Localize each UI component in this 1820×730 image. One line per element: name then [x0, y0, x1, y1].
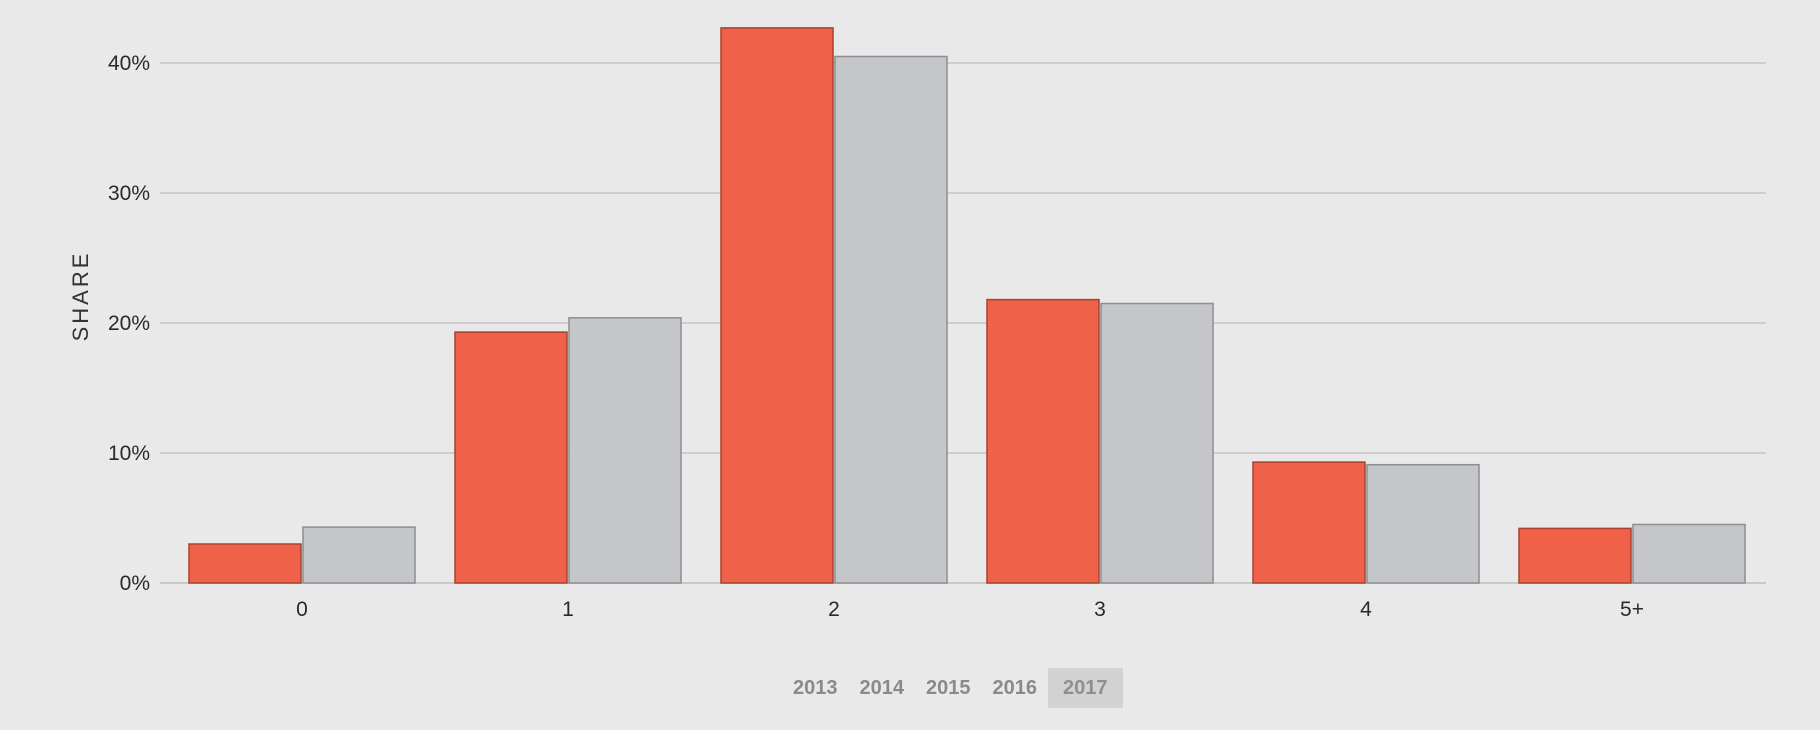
- y-axis-ticks: 0% 10% 20% 30% 40%: [108, 52, 150, 595]
- bar-series2-3[interactable]: [1100, 302, 1214, 584]
- bar-series1-0[interactable]: [188, 543, 302, 584]
- bar-series2-5+[interactable]: [1632, 523, 1746, 584]
- x-axis-ticks: 0 1 2 3 4 5+: [296, 598, 1644, 621]
- x-tick-label: 1: [562, 598, 574, 621]
- year-button-2015[interactable]: 2015: [926, 677, 971, 699]
- y-tick-label: 30%: [108, 182, 150, 205]
- year-selector: 2013 2014 2015 2016 2017: [782, 668, 1123, 708]
- x-tick-label: 5+: [1620, 598, 1644, 621]
- x-tick-label: 4: [1360, 598, 1372, 621]
- bar-series2-0[interactable]: [302, 526, 416, 584]
- bar-series1-1[interactable]: [454, 331, 568, 584]
- y-axis-title: SHARE: [68, 251, 93, 342]
- year-button-2013[interactable]: 2013: [793, 677, 838, 699]
- bar-series1-2[interactable]: [720, 27, 834, 584]
- bar-series1-3[interactable]: [986, 298, 1100, 584]
- y-tick-label: 20%: [108, 312, 150, 335]
- bar-series2-4[interactable]: [1366, 463, 1480, 584]
- y-tick-label: 40%: [108, 52, 150, 75]
- y-tick-label: 0%: [120, 572, 150, 595]
- year-button-2017[interactable]: 2017: [1048, 668, 1123, 708]
- year-button-2016[interactable]: 2016: [992, 677, 1038, 699]
- x-tick-label: 0: [296, 598, 308, 621]
- bar-series1-5+[interactable]: [1518, 527, 1632, 584]
- bars: [188, 27, 1746, 584]
- gridlines: [160, 62, 1766, 584]
- x-tick-label: 2: [828, 598, 840, 621]
- bar-series2-1[interactable]: [568, 317, 682, 584]
- bar-series1-4[interactable]: [1252, 461, 1366, 584]
- year-button-2014[interactable]: 2014: [859, 677, 905, 699]
- bar-series2-2[interactable]: [834, 55, 948, 584]
- x-tick-label: 3: [1094, 598, 1106, 621]
- y-tick-label: 10%: [108, 442, 150, 465]
